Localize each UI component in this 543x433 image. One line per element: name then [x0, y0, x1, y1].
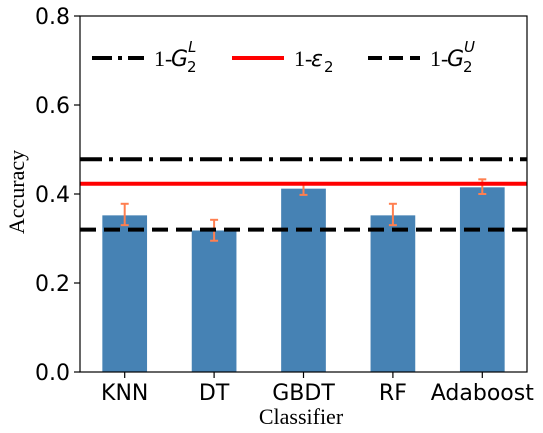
plot-area: [102, 178, 505, 372]
x-tick-label: RF: [379, 381, 407, 406]
y-tick-label: 0.6: [35, 94, 70, 119]
legend-label-subscript: 2: [187, 58, 197, 76]
legend-label-prefix: 1-: [154, 46, 172, 71]
error-bar-rf: [388, 202, 397, 227]
y-tick-label: 0.4: [35, 183, 70, 208]
legend-label-superscript: L: [188, 38, 196, 56]
bar-rf: [370, 215, 416, 372]
x-tick-label: KNN: [101, 381, 148, 406]
legend-label-subscript: 2: [324, 58, 334, 76]
bar-gbdt: [281, 188, 326, 372]
x-tick-label: GBDT: [272, 381, 335, 406]
legend-label-prefix: 1-: [430, 46, 448, 71]
legend-entry-3: 1-G2 U: [368, 38, 475, 76]
legend-label-symbol: G: [171, 47, 188, 72]
y-tick-label: 0.0: [35, 361, 70, 386]
bar-dt: [191, 230, 237, 372]
error-bar-knn: [120, 202, 129, 227]
x-tick-label: DT: [199, 381, 230, 406]
error-bar-adaboost: [478, 178, 487, 195]
y-axis-title: Accuracy: [4, 150, 29, 234]
axes: KNN DT GBDT RF Adaboost 0.0 0.2 0.4 0.6 0.8: [35, 5, 534, 406]
x-axis-title: Classifier: [259, 404, 344, 429]
legend-label-superscript: U: [464, 38, 475, 56]
y-tick-label: 0.8: [35, 5, 70, 30]
legend-label-prefix: 1-: [294, 46, 312, 71]
y-tick-label: 0.2: [35, 272, 70, 297]
legend-entry-2: 1-ε 2: [232, 46, 334, 76]
bar-knn: [102, 215, 148, 372]
x-tick-label: Adaboost: [431, 381, 534, 406]
legend-label-symbol: G: [447, 47, 464, 72]
reference-lines: [80, 157, 527, 232]
legend: 1-G2L 1-ε 2 1-G2U: [92, 38, 475, 76]
legend-entry-1: 1-G2 L: [92, 38, 197, 76]
legend-label-subscript: 2: [463, 58, 473, 76]
bar-adaboost: [459, 187, 505, 372]
legend-label-symbol: ε: [311, 47, 323, 72]
